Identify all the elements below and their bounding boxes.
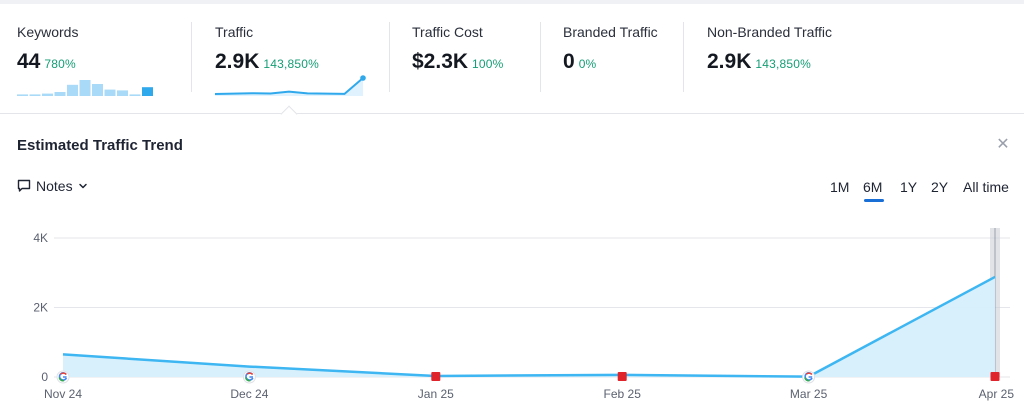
- metric-non-branded-traffic[interactable]: Non-Branded Traffic 2.9K 143,850%: [707, 4, 887, 114]
- tab-all-time[interactable]: All time: [963, 179, 1009, 195]
- sparkline-bar: [79, 80, 91, 96]
- sparkline-line: [215, 77, 364, 95]
- tab-6m[interactable]: 6M: [863, 179, 883, 195]
- metric-keywords[interactable]: Keywords 44 780%: [17, 4, 182, 114]
- active-range-underline: [864, 199, 884, 202]
- metric-value: 2.9K 143,850%: [215, 50, 320, 73]
- sparkline-bar: [54, 92, 66, 96]
- traffic-sparkline: [215, 75, 366, 96]
- metric-label: Traffic: [215, 24, 254, 40]
- sparkline-bar: [104, 89, 116, 96]
- panel-title: Estimated Traffic Trend: [17, 137, 183, 154]
- metric-value: $2.3K 100%: [412, 50, 504, 73]
- sparkline-bar: [92, 84, 103, 96]
- metric-value: 44 780%: [17, 50, 76, 73]
- notes-icon: [17, 179, 31, 192]
- metric-change: 780%: [44, 57, 76, 71]
- tab-2y[interactable]: 2Y: [931, 179, 949, 195]
- sparkline-bar: [42, 93, 53, 96]
- metric-label: Traffic Cost: [412, 24, 483, 40]
- metric-label: Non-Branded Traffic: [707, 24, 833, 40]
- divider: [540, 22, 541, 92]
- chevron-down-icon: [78, 183, 87, 189]
- divider: [389, 22, 390, 92]
- metric-change: 143,850%: [755, 57, 812, 71]
- metric-value: 2.9K 143,850%: [707, 50, 812, 73]
- metric-traffic[interactable]: Traffic 2.9K 143,850%: [215, 4, 380, 114]
- sparkline-point: [360, 75, 366, 81]
- metric-branded-traffic[interactable]: Branded Traffic 0 0%: [563, 4, 683, 114]
- keywords-sparkline: [17, 80, 153, 96]
- top-strip: [0, 0, 1024, 4]
- divider: [683, 22, 684, 92]
- tab-1m[interactable]: 1M: [830, 179, 850, 195]
- metric-traffic-cost[interactable]: Traffic Cost $2.3K 100%: [412, 4, 542, 114]
- metrics-bar: Keywords 44 780% Traffic 2.9K 143,850% Tra…: [0, 4, 1024, 114]
- divider: [191, 22, 192, 92]
- tab-1y[interactable]: 1Y: [900, 179, 918, 195]
- sparkline-bar: [29, 94, 41, 96]
- metric-label: Keywords: [17, 24, 79, 40]
- metric-value: 0 0%: [563, 50, 597, 73]
- metric-change: 0%: [578, 57, 597, 71]
- metric-change: 100%: [472, 57, 504, 71]
- notes-dropdown[interactable]: Notes: [17, 176, 88, 196]
- notes-label: Notes: [36, 178, 73, 194]
- sparkline-bar: [17, 94, 28, 96]
- metric-label: Branded Traffic: [563, 24, 658, 40]
- sparkline-bar: [142, 87, 153, 96]
- metric-change: 143,850%: [263, 57, 320, 71]
- sparkline-bar: [67, 84, 78, 96]
- close-icon[interactable]: ✕: [996, 136, 1010, 153]
- sparkline-bar: [117, 90, 128, 96]
- traffic-trend-panel: Estimated Traffic Trend ✕ Notes 1M 6M 1Y…: [0, 115, 1024, 415]
- sparkline-bar: [129, 94, 141, 96]
